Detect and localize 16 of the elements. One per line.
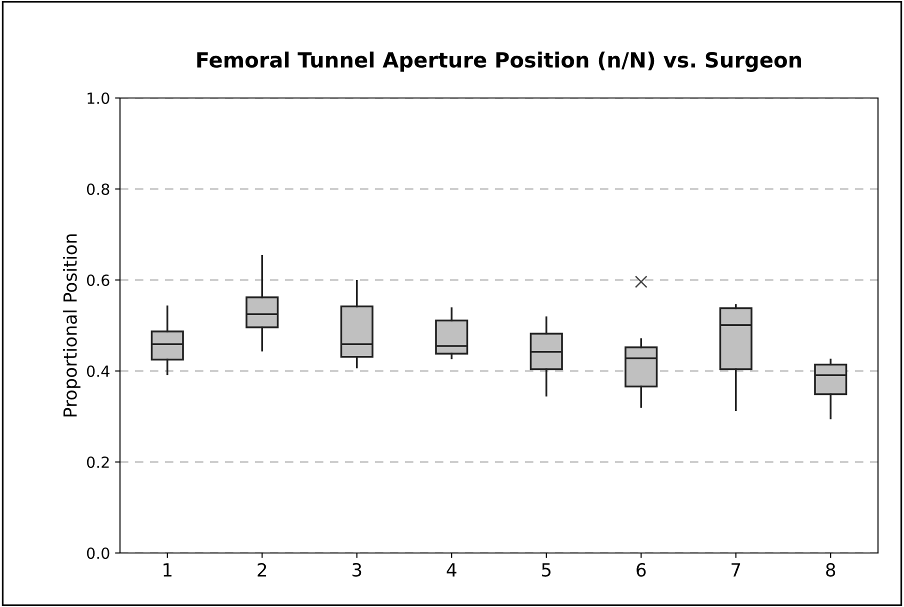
x-tick-label: 5 bbox=[542, 563, 551, 577]
x-tick-label: 4 bbox=[446, 563, 456, 576]
x-tick-label: 1 bbox=[164, 563, 172, 576]
chart-title: Femoral Tunnel Aperture Position (n/N) vs. Surgeon bbox=[197, 52, 802, 72]
x-tick-label: 8 bbox=[826, 563, 836, 577]
x-tick-label: 2 bbox=[258, 563, 266, 576]
x-tick-label: 7 bbox=[732, 563, 740, 576]
y-tick-label: 1.0 bbox=[88, 92, 110, 104]
y-tick-label: 0.0 bbox=[86, 547, 110, 560]
y-axis-title: Proportional Position bbox=[62, 234, 80, 416]
y-tick-label: 0.6 bbox=[86, 274, 110, 286]
y-tick-label: 0.2 bbox=[86, 456, 109, 468]
x-tick-label: 3 bbox=[352, 563, 362, 577]
y-tick-label: 0.4 bbox=[86, 365, 110, 378]
y-tick-label: 0.8 bbox=[86, 183, 110, 196]
x-tick-label: 6 bbox=[636, 563, 646, 577]
